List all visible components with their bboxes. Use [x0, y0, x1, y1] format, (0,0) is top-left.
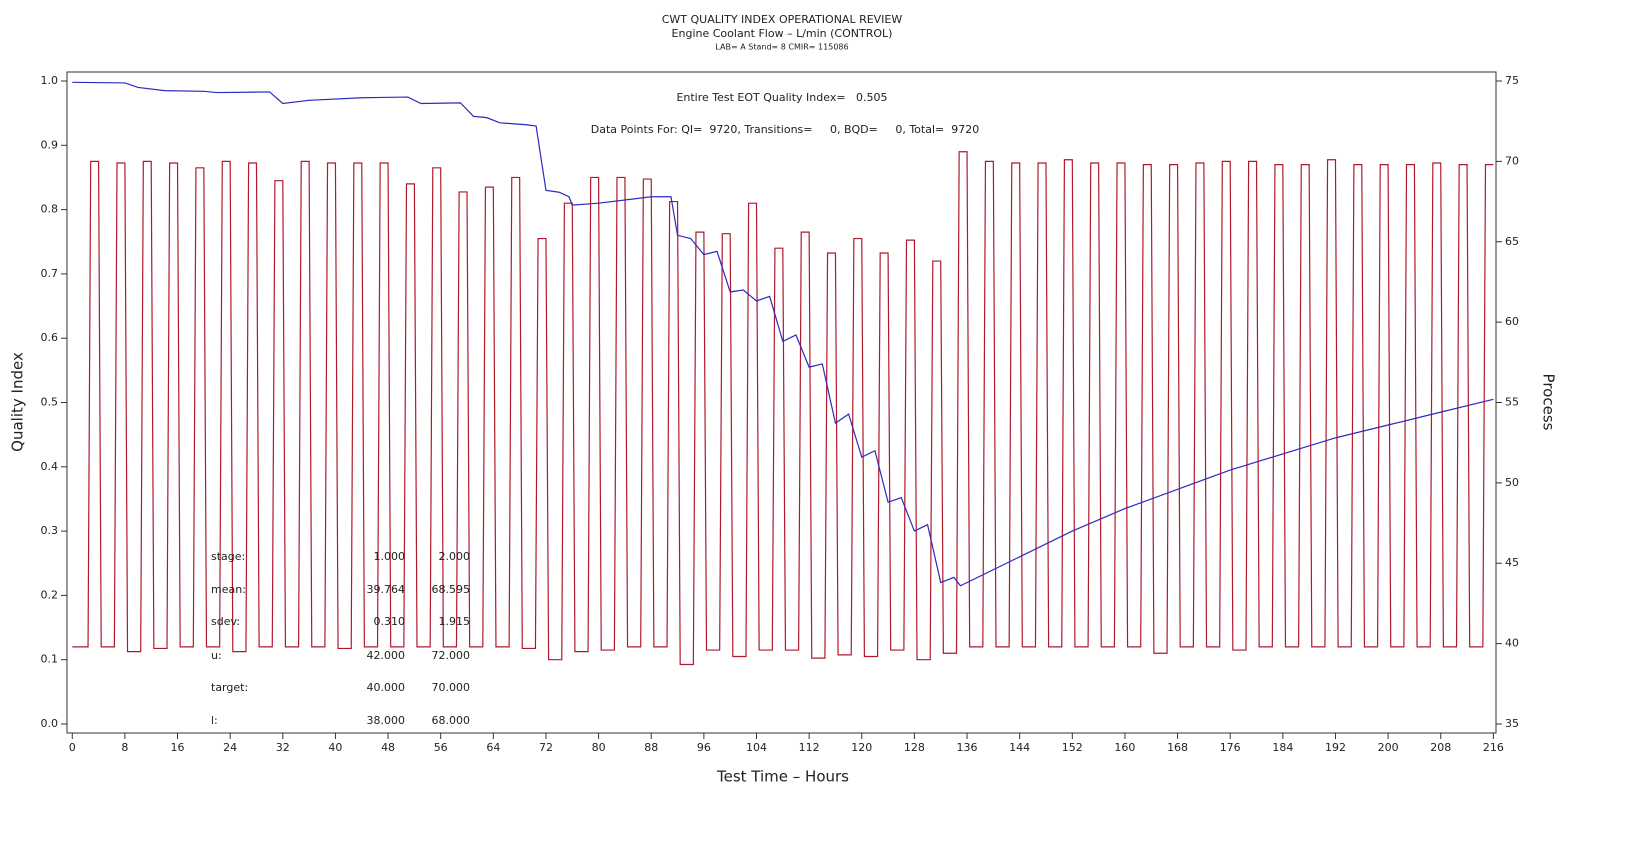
y2-tick-label: 70 [1505, 154, 1519, 167]
y-tick-label: 0.6 [41, 331, 59, 344]
x-tick-label: 208 [1430, 741, 1451, 754]
x-tick-label: 16 [171, 741, 185, 754]
x-tick-label: 104 [746, 741, 767, 754]
plot-frame [66, 71, 1497, 734]
annotation: Data Points For: QI= 9720, Transitions= … [591, 123, 979, 136]
x-tick-label: 56 [434, 741, 448, 754]
x-tick-label: 168 [1167, 741, 1188, 754]
y-axis-label: Quality Index [9, 352, 27, 452]
x-tick-label: 96 [697, 741, 711, 754]
annotation: Entire Test EOT Quality Index= 0.505 [676, 91, 887, 104]
x-tick-label: 48 [381, 741, 395, 754]
stat-value: 68.000 [432, 714, 471, 727]
stat-value: 72.000 [432, 649, 471, 662]
x-tick-label: 80 [592, 741, 606, 754]
x-tick-label: 200 [1378, 741, 1399, 754]
y-tick-label: 0.7 [41, 267, 59, 280]
x-tick-label: 128 [904, 741, 925, 754]
y-tick-label: 0.2 [41, 588, 59, 601]
line-series [72, 151, 1494, 666]
x-tick-label: 0 [69, 741, 76, 754]
y2-tick-label: 40 [1505, 637, 1519, 650]
line-series [72, 81, 1494, 587]
stat-value: 42.000 [367, 649, 406, 662]
x-tick-label: 184 [1272, 741, 1293, 754]
y-tick-label: 0.5 [41, 396, 59, 409]
y-tick-label: 0.1 [41, 653, 59, 666]
y-tick-label: 0.9 [41, 138, 59, 151]
x-tick-label: 72 [539, 741, 553, 754]
x-tick-label: 120 [851, 741, 872, 754]
stat-value: 0.310 [374, 615, 406, 628]
chart-subtitle: Engine Coolant Flow – L/min (CONTROL) [672, 27, 893, 40]
y2-axis-label: Process [1540, 374, 1558, 431]
x-tick-label: 216 [1483, 741, 1504, 754]
x-tick-label: 8 [121, 741, 128, 754]
x-tick-label: 152 [1062, 741, 1083, 754]
stat-value: 38.000 [367, 714, 406, 727]
y2-tick-label: 45 [1505, 556, 1519, 569]
chart-title: CWT QUALITY INDEX OPERATIONAL REVIEW [662, 13, 903, 26]
y2-tick-label: 50 [1505, 476, 1519, 489]
stat-label: stage: [211, 550, 245, 563]
x-tick-label: 88 [644, 741, 658, 754]
x-tick-label: 32 [276, 741, 290, 754]
y-tick-label: 1.0 [41, 74, 59, 87]
stat-value: 70.000 [432, 681, 471, 694]
y-tick-label: 0.4 [41, 460, 59, 473]
stat-value: 1.000 [374, 550, 406, 563]
y2-tick-label: 65 [1505, 235, 1519, 248]
x-tick-label: 64 [486, 741, 500, 754]
y-tick-label: 0.0 [41, 717, 59, 730]
stat-value: 40.000 [367, 681, 406, 694]
y2-tick-label: 60 [1505, 315, 1519, 328]
x-tick-label: 176 [1220, 741, 1241, 754]
y2-tick-label: 35 [1505, 717, 1519, 730]
stat-label: target: [211, 681, 248, 694]
stat-label: mean: [211, 583, 246, 596]
x-tick-label: 40 [328, 741, 342, 754]
y2-tick-label: 75 [1505, 74, 1519, 87]
stat-value: 68.595 [432, 583, 471, 596]
x-tick-label: 136 [957, 741, 978, 754]
y-tick-label: 0.8 [41, 203, 59, 216]
x-tick-label: 112 [799, 741, 820, 754]
y2-tick-label: 55 [1505, 396, 1519, 409]
stat-label: l: [211, 714, 218, 727]
x-axis-label: Test Time – Hours [716, 768, 849, 786]
stat-value: 39.764 [367, 583, 406, 596]
stat-label: u: [211, 649, 222, 662]
x-tick-label: 160 [1114, 741, 1135, 754]
y-tick-label: 0.3 [41, 524, 59, 537]
stat-label: sdev: [211, 615, 240, 628]
x-tick-label: 24 [223, 741, 237, 754]
x-tick-label: 192 [1325, 741, 1346, 754]
stat-value: 2.000 [439, 550, 471, 563]
chart-subtitle: LAB= A Stand= 8 CMIR= 115086 [715, 43, 848, 52]
stat-value: 1.915 [439, 615, 471, 628]
x-tick-label: 144 [1009, 741, 1030, 754]
